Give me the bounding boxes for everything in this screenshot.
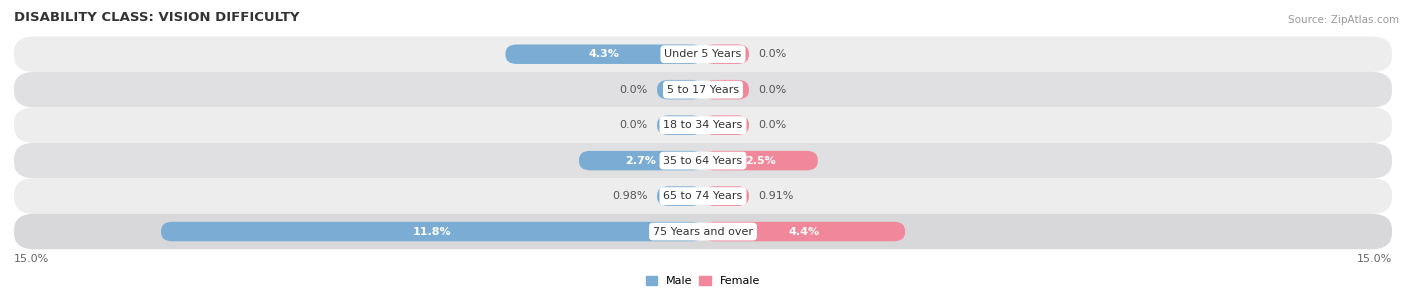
Text: Under 5 Years: Under 5 Years [665, 49, 741, 59]
FancyBboxPatch shape [579, 151, 703, 170]
FancyBboxPatch shape [703, 80, 749, 99]
Text: 15.0%: 15.0% [14, 254, 49, 264]
FancyBboxPatch shape [703, 151, 818, 170]
Text: 0.91%: 0.91% [758, 191, 793, 201]
Text: 35 to 64 Years: 35 to 64 Years [664, 156, 742, 166]
FancyBboxPatch shape [703, 186, 749, 206]
FancyBboxPatch shape [506, 44, 703, 64]
FancyBboxPatch shape [14, 214, 1392, 249]
Text: 15.0%: 15.0% [1357, 254, 1392, 264]
FancyBboxPatch shape [657, 80, 703, 99]
Text: 2.7%: 2.7% [626, 156, 657, 166]
Text: 11.8%: 11.8% [413, 226, 451, 237]
Text: 4.4%: 4.4% [789, 226, 820, 237]
Text: 4.3%: 4.3% [589, 49, 620, 59]
Text: 75 Years and over: 75 Years and over [652, 226, 754, 237]
FancyBboxPatch shape [657, 116, 703, 135]
Text: 0.0%: 0.0% [620, 85, 648, 95]
Text: 5 to 17 Years: 5 to 17 Years [666, 85, 740, 95]
FancyBboxPatch shape [657, 186, 703, 206]
Text: 65 to 74 Years: 65 to 74 Years [664, 191, 742, 201]
Text: 2.5%: 2.5% [745, 156, 776, 166]
Text: 18 to 34 Years: 18 to 34 Years [664, 120, 742, 130]
FancyBboxPatch shape [703, 222, 905, 241]
Text: 0.0%: 0.0% [620, 120, 648, 130]
FancyBboxPatch shape [14, 178, 1392, 214]
FancyBboxPatch shape [14, 107, 1392, 143]
Text: 0.0%: 0.0% [758, 85, 786, 95]
FancyBboxPatch shape [162, 222, 703, 241]
Text: 0.98%: 0.98% [613, 191, 648, 201]
Text: 0.0%: 0.0% [758, 49, 786, 59]
FancyBboxPatch shape [14, 36, 1392, 72]
Text: 0.0%: 0.0% [758, 120, 786, 130]
FancyBboxPatch shape [703, 44, 749, 64]
Legend: Male, Female: Male, Female [641, 271, 765, 291]
FancyBboxPatch shape [14, 143, 1392, 178]
Text: DISABILITY CLASS: VISION DIFFICULTY: DISABILITY CLASS: VISION DIFFICULTY [14, 11, 299, 24]
FancyBboxPatch shape [14, 72, 1392, 107]
Text: Source: ZipAtlas.com: Source: ZipAtlas.com [1288, 15, 1399, 25]
FancyBboxPatch shape [703, 116, 749, 135]
